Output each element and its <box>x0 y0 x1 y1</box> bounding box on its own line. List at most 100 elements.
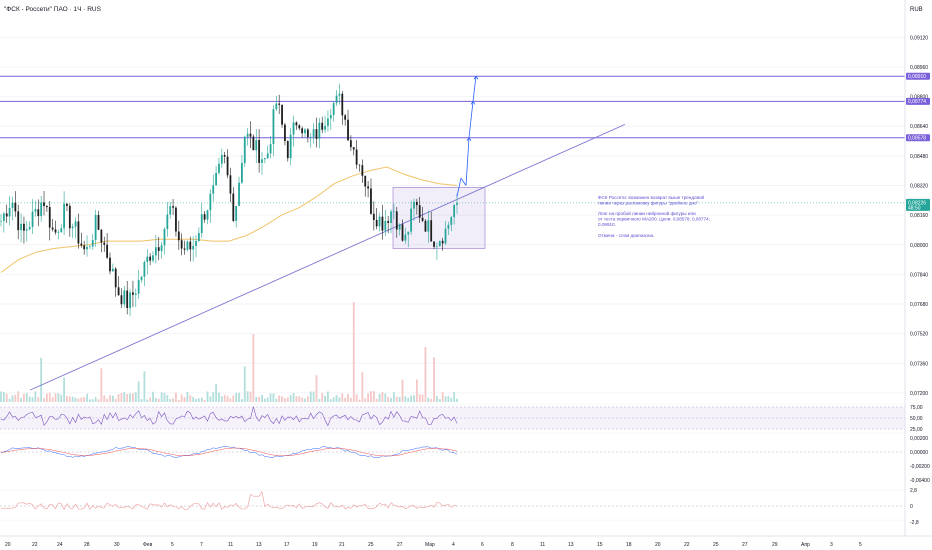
candle-body <box>289 134 292 159</box>
indicator-panes <box>0 403 905 521</box>
candle-body <box>444 228 447 244</box>
volume-bar <box>372 391 375 402</box>
last-price-tag-bg <box>906 198 930 211</box>
time-tick-label: 3 <box>830 542 833 548</box>
macd-signal-line <box>0 447 458 457</box>
candle-body <box>352 147 355 150</box>
volume-bar <box>375 398 378 402</box>
volume-bar <box>238 392 240 402</box>
projection-segment <box>468 101 474 138</box>
candle-body <box>189 241 192 250</box>
volume-bar <box>269 393 272 402</box>
volume-bar <box>355 394 358 402</box>
volume-bar <box>263 398 266 402</box>
volume-bar <box>91 399 94 402</box>
projection-arrowhead <box>473 75 479 80</box>
volume-bar <box>149 397 152 402</box>
volume-bar <box>80 397 83 402</box>
volume-bar <box>281 396 283 402</box>
candle-body <box>235 205 238 221</box>
volume-bar <box>378 393 381 402</box>
volume-bar <box>427 397 430 402</box>
projection-arrows[interactable] <box>456 75 479 197</box>
candle-body <box>114 268 117 288</box>
volume-bar <box>103 395 106 402</box>
price-axis[interactable]: 0,09120 0,08960 0,08800 0,08640 0,08480 0,083… <box>906 35 930 526</box>
volume-bar <box>241 399 243 402</box>
time-tick-label: 27 <box>742 542 748 548</box>
candle-body <box>407 231 410 235</box>
candle-body <box>438 240 441 247</box>
projection-segment <box>472 76 477 102</box>
volume-bar <box>335 395 338 402</box>
range-box[interactable] <box>392 187 486 249</box>
price-tick-label: 0,07360 <box>910 361 928 367</box>
candle-body <box>195 240 197 246</box>
volume-bar <box>258 396 261 402</box>
volume-bar <box>192 396 195 402</box>
volume-bar <box>157 398 160 402</box>
volume-bar <box>51 397 54 402</box>
volume-bar <box>117 394 120 402</box>
volume-bar <box>134 392 137 402</box>
time-tick-label: 25 <box>368 542 374 548</box>
volume-bar <box>126 394 129 402</box>
volume-bar <box>20 397 22 402</box>
candle-body <box>318 122 321 139</box>
candle-body <box>278 103 281 105</box>
candle-body <box>126 290 129 309</box>
candle-body <box>45 205 48 208</box>
volume-bar <box>292 392 295 402</box>
time-axis[interactable]: 20 22 24 28 30 Фев 5 7 11 13 17 19 21 25 27 Мар 4 6 8 11 13 1… <box>5 542 862 548</box>
osc-line <box>0 491 458 511</box>
volume-bar <box>415 379 418 402</box>
candle-body <box>349 140 352 148</box>
volume-bar <box>421 394 424 402</box>
volume-bar <box>358 399 361 402</box>
volume-bar <box>54 393 57 402</box>
annotation-line: от теста первичного MA200. Цели: 0,08578… <box>598 217 710 222</box>
volume-bar <box>25 392 28 402</box>
volume-bar <box>338 397 341 402</box>
osc-tick-label: -2,8 <box>910 520 919 526</box>
volume-bar <box>66 395 68 402</box>
projection-segment <box>456 178 462 197</box>
time-tick-label: 27 <box>397 542 403 548</box>
candle-body <box>361 165 364 176</box>
volume-bar <box>261 394 263 402</box>
candle-body <box>404 234 407 241</box>
candle-body <box>372 213 375 221</box>
level-lines[interactable] <box>0 75 905 204</box>
candle-body <box>315 129 318 139</box>
candle-body <box>146 256 149 263</box>
volume-bar <box>364 398 367 402</box>
volume-bar <box>83 396 86 402</box>
candle-body <box>258 140 261 163</box>
annotation-text[interactable]: ФСК Россети: возможен возврат выше тренд… <box>598 194 710 238</box>
trend-line[interactable] <box>29 123 626 391</box>
time-tick-label: 13 <box>256 542 262 548</box>
candle-body <box>344 115 347 120</box>
time-tick-label: 8 <box>511 542 514 548</box>
candle-body <box>395 211 398 230</box>
volume-bar <box>23 393 25 402</box>
volume-bars <box>0 302 458 402</box>
candle-body <box>215 172 217 186</box>
candle-body <box>157 247 160 252</box>
time-tick-label: 19 <box>312 542 318 548</box>
candle-body <box>51 227 54 230</box>
candle-body <box>60 228 63 233</box>
volume-bar <box>74 397 77 402</box>
candle-body <box>415 201 418 206</box>
candles[interactable] <box>0 83 458 317</box>
candle-body <box>387 220 390 223</box>
time-tick-label: 11 <box>540 542 545 548</box>
volume-bar <box>203 399 206 402</box>
volume-bar <box>301 397 304 402</box>
candle-body <box>163 229 166 246</box>
time-tick-label: 21 <box>339 542 345 548</box>
candle-body <box>186 241 189 250</box>
candle-body <box>301 128 304 134</box>
volume-bar <box>97 399 100 402</box>
